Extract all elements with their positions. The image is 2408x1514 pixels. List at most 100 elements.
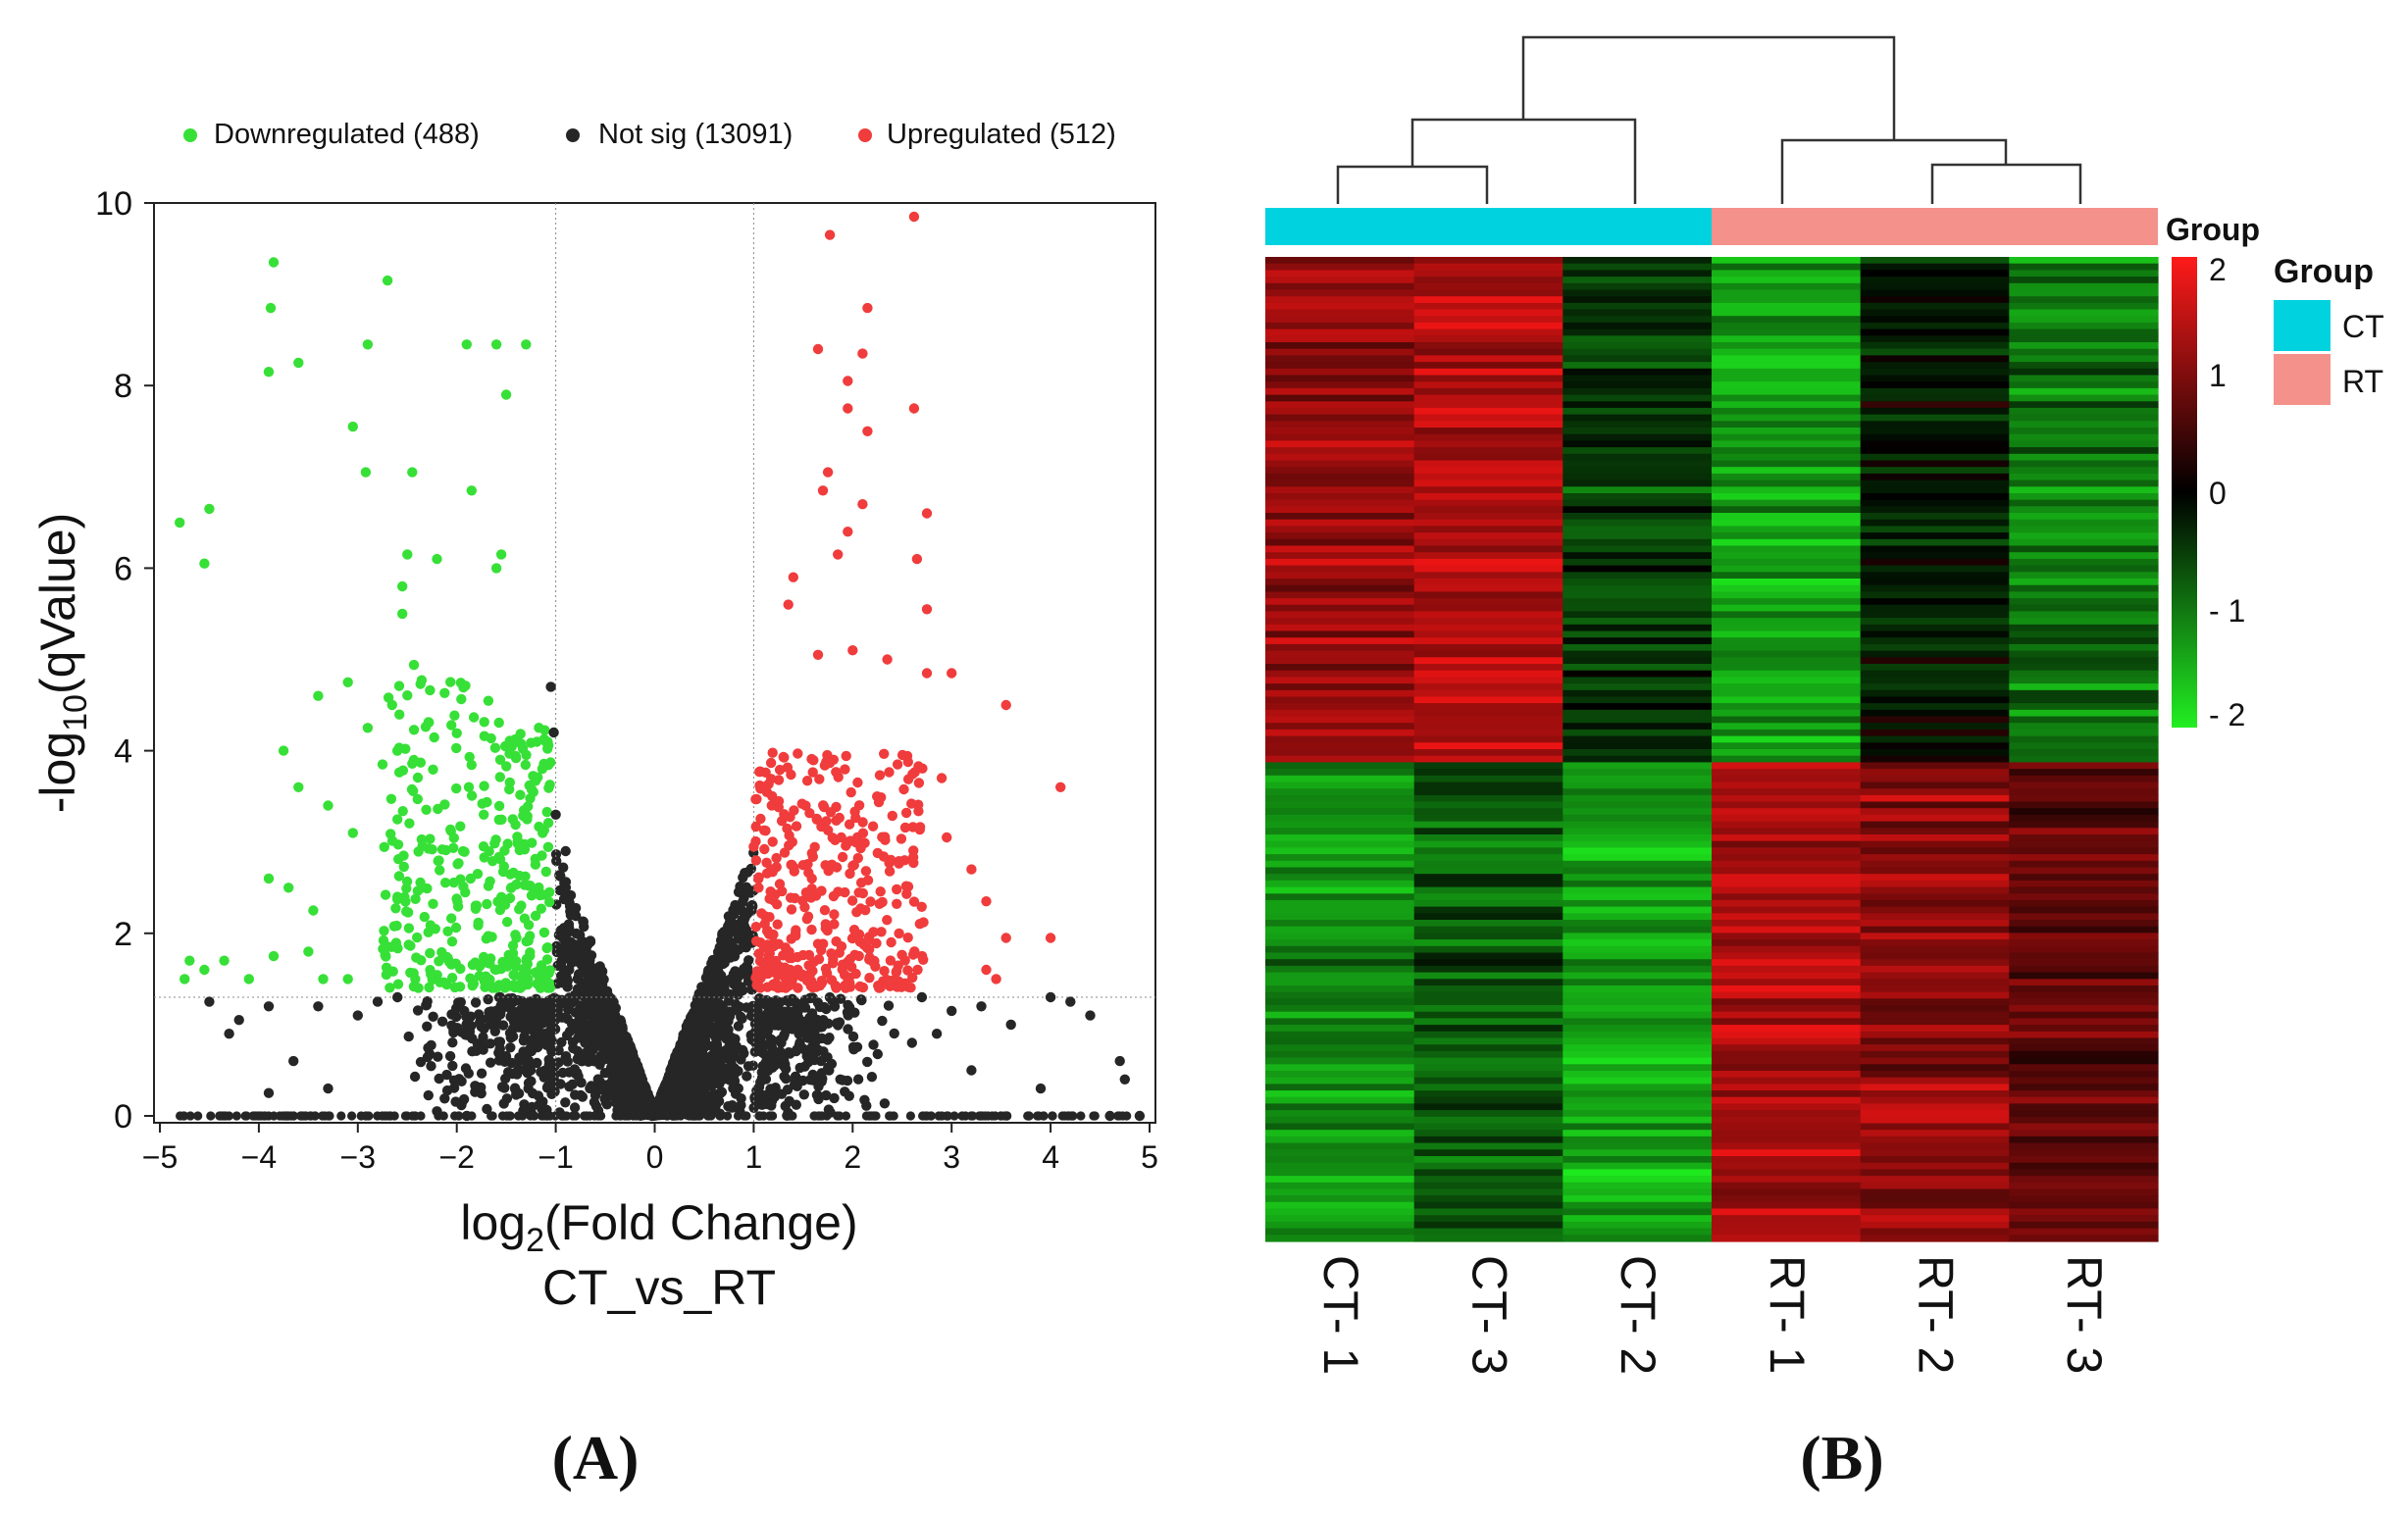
downregulated-point — [421, 804, 432, 815]
notsig-point — [446, 1009, 457, 1020]
notsig-point — [966, 1065, 977, 1076]
heatmap-cell — [1413, 1162, 1563, 1170]
upregulated-point — [879, 748, 890, 759]
upregulated-point — [872, 847, 883, 859]
heatmap-cell — [1265, 1201, 1415, 1210]
notsig-point — [821, 1003, 832, 1015]
notsig-point — [843, 1010, 853, 1021]
notsig-point — [609, 1005, 620, 1016]
heatmap-cell — [1860, 1037, 2010, 1045]
heatmap-cell — [2009, 1031, 2159, 1039]
upregulated-point — [750, 922, 761, 933]
heatmap-cell — [1413, 552, 1563, 560]
downregulated-point — [534, 821, 544, 833]
notsig-point — [558, 862, 569, 873]
heatmap-cell — [1860, 775, 2010, 783]
heatmap-cell — [1563, 545, 1713, 553]
notsig-point — [767, 1089, 779, 1101]
downregulated-point — [411, 952, 422, 963]
heatmap-cell — [1413, 460, 1563, 468]
notsig-point — [934, 1111, 944, 1121]
heatmap-cell — [1712, 1025, 1862, 1033]
upregulated-point — [847, 645, 858, 656]
downregulated-point — [439, 687, 450, 698]
heatmap-cell — [2009, 1103, 2159, 1111]
heatmap-cell — [1563, 1162, 1713, 1170]
heatmap-cell — [1413, 270, 1563, 278]
x-tick-label: 4 — [1042, 1139, 1059, 1175]
notsig-point — [564, 951, 575, 962]
heatmap-cell — [1265, 1110, 1415, 1118]
heatmap-cell — [1413, 624, 1563, 632]
downregulated-point — [528, 771, 538, 782]
heatmap-cell — [1413, 1228, 1563, 1236]
heatmap-cell — [2009, 362, 2159, 370]
heatmap-cell — [1712, 788, 1862, 796]
heatmap-cell — [1265, 604, 1415, 612]
downregulated-point — [488, 982, 500, 993]
heatmap-cell — [2009, 493, 2159, 501]
heatmap-cell — [1712, 840, 1862, 848]
notsig-point — [813, 1111, 824, 1121]
notsig-point — [709, 1065, 720, 1076]
downregulated-point — [483, 958, 494, 969]
heatmap-cell — [1860, 277, 2010, 284]
notsig-point — [733, 989, 743, 1000]
upregulated-point — [886, 854, 897, 866]
heatmap-cell — [2009, 801, 2159, 809]
heatmap-cell — [1860, 591, 2010, 599]
heatmap-cell — [1712, 933, 1862, 940]
heatmap-cell — [1860, 401, 2010, 409]
notsig-point — [423, 1042, 434, 1053]
notsig-point — [704, 1111, 714, 1121]
upregulated-point — [822, 749, 833, 761]
heatmap-cell — [2009, 643, 2159, 652]
heatmap-cell — [1712, 328, 1862, 336]
heatmap-cell — [1413, 1025, 1563, 1033]
downregulated-point — [393, 871, 405, 882]
heatmap-cell — [1860, 847, 2010, 855]
downregulated-point — [392, 814, 403, 825]
heatmap-cell — [1413, 368, 1563, 377]
heatmap-cell — [1265, 643, 1415, 652]
notsig-point — [422, 996, 433, 1007]
heatmap-cell — [1265, 723, 1415, 731]
downregulated-point — [479, 809, 489, 820]
heatmap-cell — [1265, 387, 1415, 396]
heatmap-cell — [1712, 453, 1862, 462]
heatmap-cell — [1860, 618, 2010, 626]
notsig-point — [545, 681, 556, 692]
heatmap-cell — [1712, 499, 1862, 507]
color-scale-bar — [2172, 257, 2197, 728]
heatmap-cell — [1860, 453, 2010, 462]
upregulated-point — [1055, 782, 1066, 792]
downregulated-point — [434, 855, 444, 866]
upregulated-point — [902, 774, 914, 784]
notsig-point — [426, 1061, 436, 1072]
heatmap-cell — [1265, 401, 1415, 409]
upregulated-point — [766, 930, 777, 940]
notsig-point — [496, 1050, 507, 1062]
upregulated-point — [873, 796, 885, 808]
x-tick-label: 5 — [1141, 1139, 1158, 1175]
heatmap-cell — [1712, 828, 1862, 835]
notsig-point — [767, 1048, 778, 1059]
notsig-point — [575, 943, 586, 954]
notsig-point — [578, 952, 589, 963]
heatmap-cell — [1563, 513, 1713, 521]
dendro-link-rt-cluster — [1780, 138, 2008, 204]
notsig-point — [862, 1056, 873, 1068]
heatmap-cell — [1712, 814, 1862, 823]
heatmap-cell — [2009, 414, 2159, 422]
notsig-point — [736, 1054, 746, 1065]
downregulated-point — [408, 725, 420, 735]
downregulated-point — [504, 735, 515, 746]
heatmap-cell — [1563, 506, 1713, 514]
upregulated-point — [759, 919, 770, 930]
downregulated-point — [435, 865, 445, 876]
notsig-point — [575, 930, 586, 940]
heatmap-cell — [2009, 486, 2159, 494]
notsig-point — [384, 1111, 394, 1121]
heatmap-cell — [1712, 1123, 1862, 1131]
heatmap-cell — [1413, 473, 1563, 481]
